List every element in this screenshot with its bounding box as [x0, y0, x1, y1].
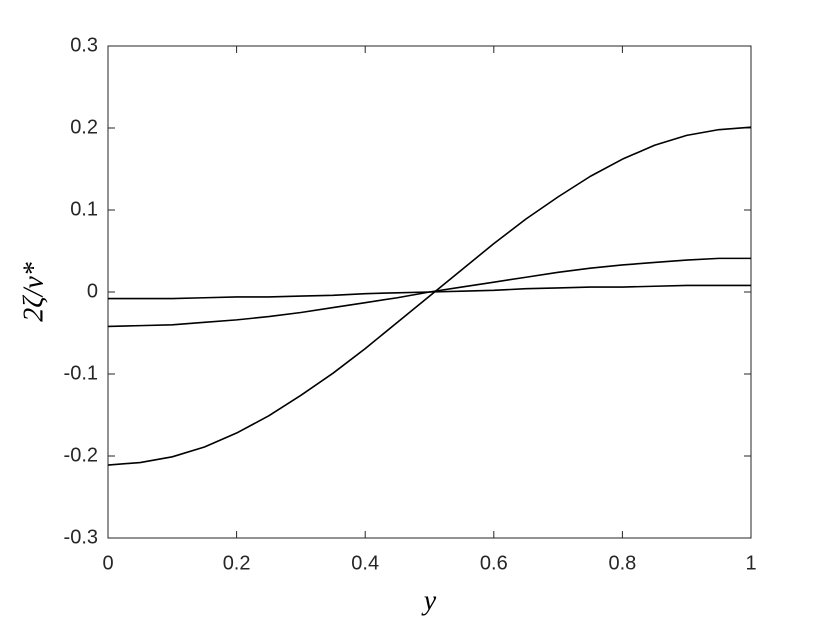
y-tick-label: 0.2 [70, 116, 98, 138]
x-tick-label: 1 [745, 552, 756, 574]
y-tick-label: 0.1 [70, 198, 98, 220]
y-tick-label: 0.3 [70, 34, 98, 56]
data-line [108, 284, 751, 300]
y-tick-label: -0.2 [64, 444, 98, 466]
x-tick-label: 0.2 [223, 552, 251, 574]
y-axis-title: 2ζ/v* [18, 262, 49, 322]
y-tick-label: 0 [87, 280, 98, 302]
x-tick-label: 0.4 [351, 552, 379, 574]
x-tick-label: 0.6 [480, 552, 508, 574]
x-tick-label: 0 [102, 552, 113, 574]
y-tick-label: -0.3 [64, 526, 98, 548]
y-tick-label: -0.1 [64, 362, 98, 384]
x-tick-label: 0.8 [608, 552, 636, 574]
x-axis-title: y [421, 585, 437, 616]
data-line [107, 126, 752, 466]
